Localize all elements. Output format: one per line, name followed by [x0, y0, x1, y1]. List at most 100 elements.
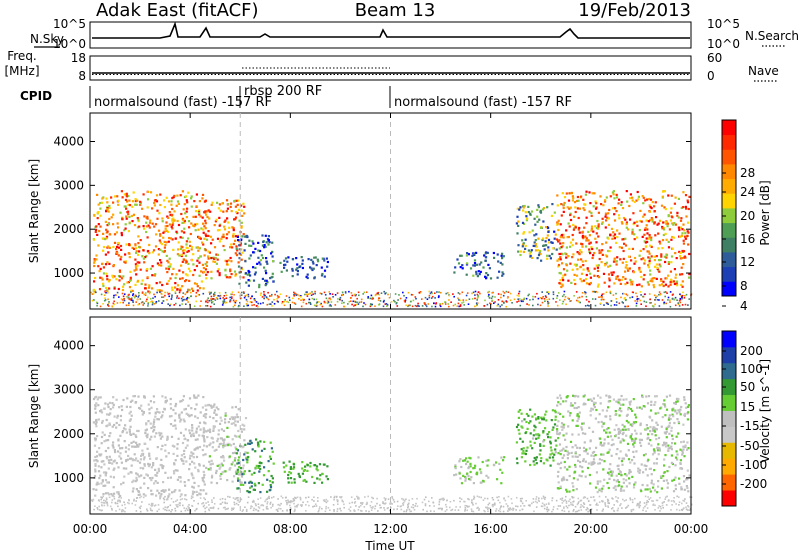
echo-point	[101, 419, 104, 423]
echo-point	[685, 485, 688, 488]
echo-point	[568, 414, 572, 417]
echo-point	[682, 250, 685, 253]
echo-point	[238, 456, 241, 459]
echo-point	[533, 413, 536, 416]
echo-point	[203, 211, 206, 214]
echo-point	[627, 269, 630, 272]
ground-scatter-point	[655, 499, 658, 502]
echo-point	[529, 250, 532, 253]
echo-point	[483, 254, 486, 257]
ground-scatter-point	[407, 505, 409, 508]
echo-point	[131, 480, 134, 484]
echo-point	[551, 428, 554, 431]
echo-point	[117, 203, 120, 206]
echo-point	[642, 405, 645, 408]
ground-scatter-point	[371, 296, 374, 299]
echo-point	[578, 446, 581, 450]
echo-point	[178, 414, 181, 417]
echo-point	[205, 273, 208, 276]
ground-scatter-point	[99, 305, 102, 308]
ground-scatter-point	[160, 293, 163, 295]
echo-point	[314, 256, 317, 259]
ground-scatter-point	[368, 510, 370, 513]
echo-point	[622, 431, 625, 434]
echo-point	[592, 404, 596, 407]
echo-point	[569, 212, 572, 215]
echo-point	[503, 456, 506, 459]
echo-point	[107, 439, 110, 442]
echo-point	[667, 240, 670, 243]
echo-point	[146, 250, 149, 253]
ground-scatter-point	[329, 298, 332, 301]
echo-point	[291, 267, 294, 271]
echo-point	[602, 485, 605, 488]
ground-scatter-point	[357, 508, 360, 511]
echo-point	[518, 208, 521, 211]
ground-scatter-point	[565, 505, 568, 507]
echo-point	[629, 197, 632, 200]
echo-point	[94, 455, 97, 459]
ground-scatter-point	[568, 500, 570, 503]
echo-point	[625, 260, 628, 264]
ground-scatter-point	[465, 294, 468, 297]
ground-scatter-point	[193, 305, 196, 307]
echo-point	[194, 223, 197, 226]
echo-point	[653, 430, 657, 433]
ground-scatter-point	[265, 296, 268, 298]
ground-scatter-point	[623, 297, 626, 300]
echo-point	[243, 249, 246, 252]
ground-scatter-point	[669, 299, 671, 302]
ground-scatter-point	[416, 305, 418, 308]
ground-scatter-point	[523, 297, 526, 300]
echo-point	[187, 404, 190, 407]
echo-point	[266, 478, 269, 481]
echo-point	[112, 396, 115, 399]
echo-point	[560, 422, 564, 425]
echo-point	[210, 277, 213, 280]
ground-scatter-point	[590, 496, 592, 499]
echo-point	[144, 283, 147, 286]
echo-point	[575, 488, 578, 491]
echo-point	[264, 269, 267, 272]
echo-point	[527, 414, 530, 417]
echo-point	[202, 435, 205, 438]
echo-point	[573, 201, 577, 204]
echo-point	[592, 455, 596, 458]
echo-point	[596, 269, 600, 272]
echo-point	[615, 276, 618, 279]
ground-scatter-point	[685, 293, 688, 296]
echo-point	[564, 449, 567, 452]
echo-point	[639, 432, 642, 435]
echo-point	[453, 474, 456, 477]
echo-point	[117, 466, 120, 469]
echo-point	[234, 216, 238, 219]
echo-point	[171, 286, 174, 289]
echo-point	[601, 221, 604, 224]
echo-point	[613, 478, 616, 482]
echo-point	[207, 230, 210, 233]
echo-point	[136, 199, 139, 202]
echo-point	[142, 193, 145, 196]
ground-scatter-point	[574, 510, 577, 513]
ground-scatter-point	[421, 298, 423, 300]
ground-scatter-point	[377, 293, 380, 295]
echo-point	[629, 278, 632, 281]
echo-point	[667, 274, 670, 277]
echo-point	[176, 478, 179, 481]
echo-point	[535, 433, 538, 436]
echo-point	[93, 280, 96, 283]
ground-scatter-point	[677, 302, 679, 304]
ground-scatter-point	[446, 508, 448, 511]
echo-point	[132, 191, 135, 194]
ground-scatter-point	[671, 297, 674, 300]
ground-scatter-point	[678, 299, 681, 302]
ground-scatter-point	[615, 304, 618, 306]
noise-sky-line	[92, 21, 690, 39]
echo-point	[533, 463, 536, 466]
echo-point	[176, 232, 179, 235]
echo-point	[556, 475, 560, 478]
echo-point	[98, 477, 101, 480]
echo-point	[655, 255, 658, 258]
echo-point	[601, 253, 604, 256]
echo-point	[191, 493, 194, 496]
